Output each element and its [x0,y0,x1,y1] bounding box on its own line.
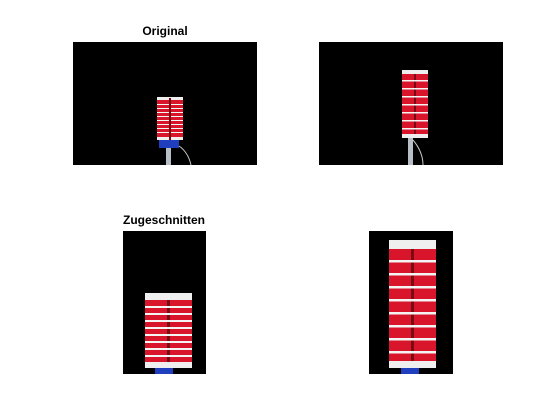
cylinder-illustration [402,70,428,165]
title-original: Original [142,24,188,38]
cylinder-illustration [389,240,436,374]
image-panel-original-right [319,42,503,165]
image-panel-original-left [73,42,257,165]
title-cropped: Zugeschnitten [122,213,205,227]
image-panel-cropped-right [369,231,453,374]
cylinder-illustration [145,293,192,374]
image-panel-cropped-left [123,231,206,374]
cylinder-illustration [157,97,192,165]
